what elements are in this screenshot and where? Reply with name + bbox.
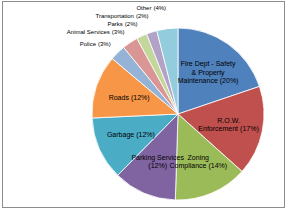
- value-label: (12%): [136, 131, 155, 139]
- data-label: Animal Services(3%): [67, 29, 125, 35]
- value-label: (17%): [240, 125, 259, 133]
- value-label: (4%): [153, 5, 166, 11]
- value-label: (14%): [208, 162, 227, 170]
- data-label: Roads(12%): [109, 94, 150, 102]
- label-line: Garbage: [107, 131, 134, 139]
- label-line: & Property: [192, 69, 226, 77]
- label-text: Other: [136, 5, 151, 11]
- label-line: Zoning: [188, 154, 210, 162]
- label-text: Animal Services: [67, 29, 110, 35]
- pie-slice: [175, 114, 242, 200]
- value-label: (12%): [131, 94, 150, 102]
- data-label: Fire Dept - Safety& PropertyMaintenance(…: [178, 60, 239, 85]
- data-label: R.O.W.Enforcement(17%): [198, 117, 258, 134]
- data-label: Garbage(12%): [107, 131, 155, 139]
- data-label: Parks(2%): [107, 21, 137, 27]
- pie-slice: [92, 114, 178, 175]
- label-text: Police: [80, 41, 97, 47]
- data-label: Police(3%): [80, 41, 111, 47]
- pie: [92, 28, 264, 200]
- value-label: (20%): [220, 77, 239, 85]
- data-label: Parking Services(12%): [131, 154, 184, 171]
- label-text: Parks: [107, 21, 122, 27]
- value-label: (2%): [125, 21, 138, 27]
- label-line: Maintenance: [178, 77, 218, 84]
- chart-frame: [3, 2, 285, 208]
- label-line: Fire Dept - Safety: [181, 60, 236, 68]
- label-line: Parking Services: [131, 154, 184, 162]
- value-label: (3%): [98, 41, 111, 47]
- value-label: (3%): [112, 29, 125, 35]
- chart: Fire Dept - Safety& PropertyMaintenance(…: [0, 0, 288, 216]
- data-label: Transportation(2%): [95, 13, 148, 19]
- label-line: Roads: [109, 94, 130, 101]
- data-labels: Fire Dept - Safety& PropertyMaintenance(…: [67, 5, 259, 170]
- pie-slice: [157, 28, 178, 114]
- label-line: R.O.W.: [217, 117, 240, 124]
- label-line: Compliance: [169, 162, 206, 170]
- value-label: (12%): [148, 162, 167, 170]
- label-line: Enforcement: [198, 125, 238, 132]
- data-label: Other(4%): [136, 5, 166, 11]
- label-text: Transportation: [95, 13, 133, 19]
- value-label: (2%): [136, 13, 149, 19]
